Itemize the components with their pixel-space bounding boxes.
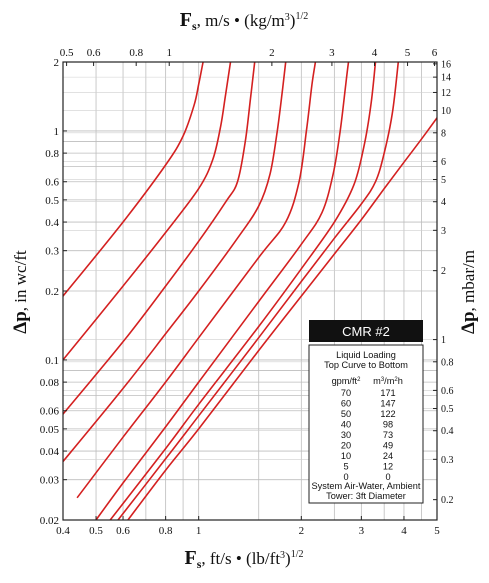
series-line-5 <box>117 61 400 521</box>
tick-label-x-top: 3 <box>329 47 335 59</box>
series-line-30 <box>76 61 317 499</box>
legend-line1: Liquid Loading <box>336 350 396 360</box>
tick-label-y-right: 0.5 <box>441 404 454 415</box>
tick-label-x-top: 0.8 <box>129 47 143 59</box>
legend-row-gpm: 40 <box>341 420 351 430</box>
series-line-70 <box>62 61 204 297</box>
tick-label-y-right: 1 <box>441 335 446 346</box>
tick-label-y-left: 0.08 <box>40 377 60 389</box>
legend-title: CMR #2 <box>342 324 390 339</box>
tick-label-x-bottom: 3 <box>359 525 365 537</box>
tick-label-y-right: 10 <box>441 106 451 117</box>
legend-row-gpm: 50 <box>341 409 351 419</box>
tick-label-y-left: 0.06 <box>40 406 60 418</box>
series-line-40 <box>62 61 287 463</box>
tick-label-x-top: 0.5 <box>60 47 74 59</box>
tick-label-x-bottom: 0.8 <box>159 525 173 537</box>
tick-label-x-top: 0.6 <box>87 47 101 59</box>
tick-label-y-left: 0.5 <box>45 195 59 207</box>
tick-label-y-right: 0.2 <box>441 495 454 506</box>
legend-row-gpm: 10 <box>341 451 351 461</box>
legend-row-m3: 73 <box>383 430 393 440</box>
legend-row-m3: 12 <box>383 462 393 472</box>
legend-row-gpm: 70 <box>341 388 351 398</box>
tick-label-y-left: 0.4 <box>45 217 59 229</box>
tick-label-x-top: 1 <box>166 47 172 59</box>
bottom-axis-title: Fs, ft/s • (lb/ft3)1/2 <box>184 547 303 571</box>
tick-label-x-top: 2 <box>269 47 275 59</box>
tick-label-y-left: 0.04 <box>40 446 60 458</box>
series-lines <box>62 61 438 521</box>
legend-row-gpm: 30 <box>341 430 351 440</box>
legend-row-gpm: 60 <box>341 399 351 409</box>
tick-label-x-bottom: 4 <box>401 525 407 537</box>
series-line-60 <box>62 61 232 361</box>
tick-label-x-top: 5 <box>405 47 411 59</box>
legend-col2-head: m3/m2h <box>373 376 403 386</box>
tick-label-y-left: 2 <box>54 57 60 69</box>
tick-label-x-bottom: 1 <box>196 525 202 537</box>
legend-footer1: System Air-Water, Ambient <box>312 481 421 491</box>
legend-row-m3: 0 <box>385 472 390 482</box>
series-line-10 <box>109 61 377 521</box>
legend: CMR #2 Liquid Loading Top Curve to Botto… <box>308 320 424 504</box>
legend-body <box>308 344 424 504</box>
tick-label-y-left: 0.2 <box>45 286 59 298</box>
tick-label-y-right: 6 <box>441 157 446 168</box>
tick-label-y-right: 12 <box>441 88 451 99</box>
series-line-20 <box>95 61 350 521</box>
tick-label-x-top: 4 <box>372 47 378 59</box>
tick-label-y-left: 0.05 <box>40 424 60 436</box>
legend-row-m3: 98 <box>383 420 393 430</box>
tick-labels: 0.4 0.5 0.6 0.8 1 2 3 4 50.5 0.6 0.8 1 2 3 4 5 60.020.03… <box>40 47 454 537</box>
legend-line2: Top Curve to Bottom <box>324 360 408 370</box>
legend-row-m3: 147 <box>380 399 395 409</box>
tick-label-y-left: 0.02 <box>40 515 59 527</box>
tick-label-y-left: 1 <box>54 126 60 138</box>
tick-label-x-top: 6 <box>432 47 438 59</box>
legend-row-m3: 171 <box>380 388 395 398</box>
series-line-50 <box>62 61 256 415</box>
tick-label-y-right: 2 <box>441 266 446 277</box>
left-axis-title: Δp, in wc/ft <box>10 250 31 334</box>
right-axis-title: Δp, mbar/m <box>458 250 479 334</box>
tick-label-y-left: 0.03 <box>40 475 60 487</box>
tick-label-y-left: 0.3 <box>45 246 59 258</box>
legend-footer2: Tower: 3ft Diameter <box>326 491 406 501</box>
tick-label-x-bottom: 5 <box>434 525 440 537</box>
tick-label-y-right: 5 <box>441 175 446 186</box>
tick-label-y-right: 0.4 <box>441 426 454 437</box>
tick-label-x-bottom: 2 <box>299 525 305 537</box>
tick-label-y-left: 0.1 <box>45 355 59 367</box>
tick-label-y-left: 0.6 <box>45 177 59 189</box>
tick-label-y-left: 0.8 <box>45 148 59 160</box>
legend-row-m3: 24 <box>383 451 393 461</box>
legend-row-m3: 122 <box>380 409 395 419</box>
legend-row-gpm: 20 <box>341 441 351 451</box>
tick-label-y-right: 16 <box>441 59 451 70</box>
top-axis-title: Fs, m/s • (kg/m3)1/2 <box>180 9 308 33</box>
tick-label-y-right: 14 <box>441 73 451 84</box>
legend-title-bar <box>309 320 423 342</box>
tick-label-x-bottom: 0.5 <box>89 525 103 537</box>
tick-label-x-bottom: 0.4 <box>56 525 70 537</box>
tick-label-y-right: 3 <box>441 226 446 237</box>
legend-row-gpm: 5 <box>343 462 348 472</box>
legend-row-gpm: 0 <box>343 472 348 482</box>
series-line-0 <box>127 117 438 521</box>
tick-label-y-right: 0.8 <box>441 357 454 368</box>
tick-label-y-right: 0.3 <box>441 455 454 466</box>
tick-label-y-right: 8 <box>441 128 446 139</box>
legend-col1-head: gpm/ft2 <box>332 376 362 386</box>
tick-label-y-right: 4 <box>441 197 446 208</box>
tick-label-y-right: 0.6 <box>441 386 454 397</box>
tick-label-x-bottom: 0.6 <box>116 525 130 537</box>
legend-row-m3: 49 <box>383 441 393 451</box>
